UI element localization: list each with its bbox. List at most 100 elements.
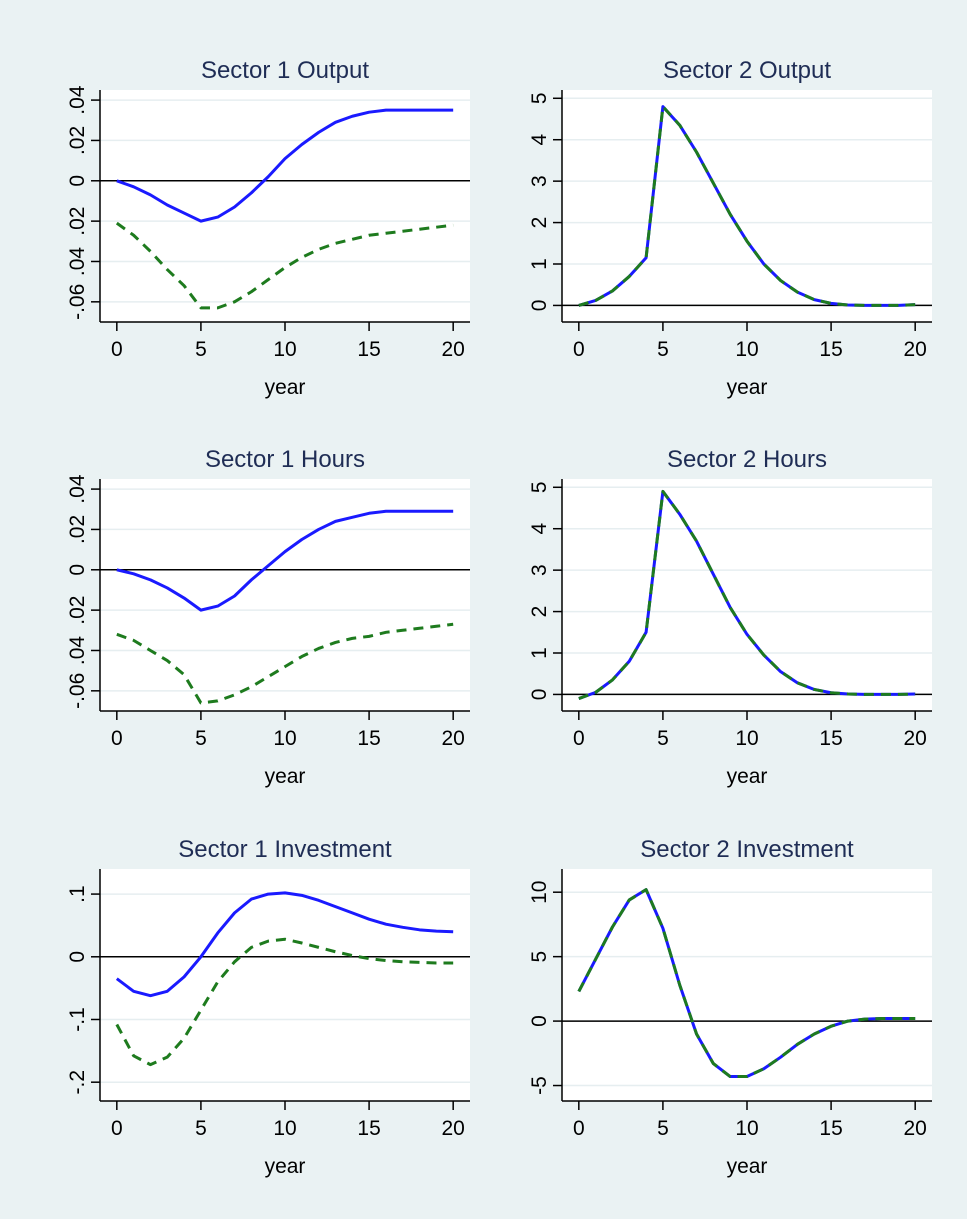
x-tick-label: 5	[657, 338, 669, 361]
y-tick-label: .1	[66, 885, 89, 903]
x-tick-label: 15	[357, 727, 380, 750]
y-tick-label: 10	[528, 881, 551, 904]
x-tick-label: 0	[111, 338, 123, 361]
x-tick-label: 5	[657, 727, 669, 750]
x-tick-label: 15	[819, 727, 842, 750]
x-tick-label: 0	[111, 1117, 123, 1140]
y-tick-label: .02	[66, 515, 89, 544]
chart-svg: -.2 -.1 0 .1 0 5 10 15 20 Sector 1 Investment year	[66, 836, 470, 1178]
x-tick-label: 0	[111, 727, 123, 750]
panel-sector-1-investment: -.2 -.1 0 .1 0 5 10 15 20 Sector 1 Investment year	[5, 829, 475, 1215]
y-tick-label: -.1	[66, 1007, 89, 1032]
y-tick-label: 5	[528, 951, 551, 963]
x-tick-label: 10	[273, 727, 296, 750]
panel-title: Sector 2 Hours	[667, 446, 827, 473]
y-tick-label: 4	[528, 134, 551, 146]
y-tick-label: 2	[528, 217, 551, 229]
x-axis-label: year	[265, 765, 306, 788]
chart-svg: -5 0 5 10 0 5 10 15 20 Sector 2 Investment year	[528, 836, 932, 1178]
y-tick-label: 0	[66, 175, 89, 187]
x-tick-label: 15	[357, 338, 380, 361]
x-tick-label: 20	[442, 727, 465, 750]
chart-svg: -.06 .04 .02 0 .02 .04 0 5 10 15 20 Sector 1 Hours y…	[66, 446, 470, 788]
x-tick-label: 15	[819, 338, 842, 361]
x-tick-label: 10	[735, 727, 758, 750]
panel-title: Sector 2 Output	[663, 57, 831, 84]
x-tick-label: 15	[819, 1117, 842, 1140]
panel-title: Sector 1 Hours	[205, 446, 365, 473]
y-tick-label: 5	[528, 481, 551, 493]
plot-area	[562, 869, 932, 1101]
y-tick-label: .04	[66, 247, 89, 277]
y-tick-label: .02	[66, 126, 89, 155]
plot-area	[100, 869, 470, 1101]
chart-svg: -.06 .04 .02 0 .02 .04 0 5 10 15 20 Sector 1 Output…	[66, 57, 470, 399]
x-tick-label: 10	[273, 338, 296, 361]
y-tick-label: 0	[528, 1015, 551, 1027]
x-tick-label: 20	[904, 727, 927, 750]
y-tick-label: 0	[66, 951, 89, 963]
series-line-dashed	[115, 221, 454, 310]
y-tick-label: .04	[66, 85, 89, 115]
x-tick-label: 15	[357, 1117, 380, 1140]
series-line-dashed	[116, 622, 454, 705]
series-line-dashed	[115, 937, 454, 1067]
y-tick-label: 3	[528, 175, 551, 187]
panel-title: Sector 2 Investment	[640, 836, 854, 863]
series-line-dashed	[578, 105, 916, 307]
y-tick-label: 2	[528, 606, 551, 618]
panel-title: Sector 1 Investment	[178, 836, 392, 863]
x-tick-label: 20	[904, 338, 927, 361]
chart-svg: 0 1 2 3 4 5 0 5 10 15 20 Sector 2 Output year	[528, 57, 932, 399]
series-line-solid	[116, 509, 454, 612]
y-tick-label: -.2	[66, 1070, 89, 1095]
y-tick-label: 0	[528, 689, 551, 701]
series-line-solid	[115, 891, 454, 998]
x-tick-label: 5	[195, 727, 207, 750]
y-tick-label: .04	[66, 636, 89, 666]
x-tick-label: 10	[735, 338, 758, 361]
y-tick-label: .04	[66, 474, 89, 504]
plot-area	[562, 479, 932, 711]
x-axis-label: year	[727, 1155, 768, 1178]
series-line-solid	[116, 108, 454, 223]
plot-area	[562, 90, 932, 322]
panel-sector-1-output: -.06 .04 .02 0 .02 .04 0 5 10 15 20 Sector 1 Output…	[5, 50, 475, 436]
y-tick-label: -.06	[66, 284, 89, 320]
x-tick-label: 20	[442, 1117, 465, 1140]
y-tick-label: 1	[528, 647, 551, 659]
series-line-dashed	[578, 489, 916, 700]
panel-sector-1-hours: -.06 .04 .02 0 .02 .04 0 5 10 15 20 Sector 1 Hours y…	[5, 439, 475, 825]
x-axis-label: year	[265, 376, 306, 399]
y-tick-label: 0	[528, 300, 551, 312]
y-tick-label: .02	[66, 207, 89, 236]
series-line-dashed	[577, 888, 916, 1079]
x-tick-label: 5	[195, 338, 207, 361]
y-tick-label: .02	[66, 596, 89, 625]
y-tick-label: -5	[528, 1076, 551, 1095]
x-tick-label: 0	[573, 1117, 585, 1140]
y-tick-label: 3	[528, 564, 551, 576]
x-tick-label: 0	[573, 727, 585, 750]
panel-sector-2-hours: 0 1 2 3 4 5 0 5 10 15 20 Sector 2 Hours year	[467, 439, 937, 825]
x-axis-label: year	[265, 1155, 306, 1178]
panel-title: Sector 1 Output	[201, 57, 369, 84]
x-tick-label: 0	[573, 338, 585, 361]
x-tick-label: 5	[195, 1117, 207, 1140]
chart-svg: 0 1 2 3 4 5 0 5 10 15 20 Sector 2 Hours year	[528, 446, 932, 788]
panel-sector-2-investment: -5 0 5 10 0 5 10 15 20 Sector 2 Investment year	[467, 829, 937, 1215]
y-tick-label: -.06	[66, 673, 89, 709]
x-tick-label: 10	[735, 1117, 758, 1140]
x-tick-label: 5	[657, 1117, 669, 1140]
y-tick-label: 5	[528, 92, 551, 104]
plot-area	[100, 90, 470, 322]
y-tick-label: 4	[528, 523, 551, 535]
panel-sector-2-output: 0 1 2 3 4 5 0 5 10 15 20 Sector 2 Output year	[467, 50, 937, 436]
y-tick-label: 1	[528, 258, 551, 270]
x-tick-label: 10	[273, 1117, 296, 1140]
x-axis-label: year	[727, 376, 768, 399]
x-tick-label: 20	[442, 338, 465, 361]
y-tick-label: 0	[66, 564, 89, 576]
x-axis-label: year	[727, 765, 768, 788]
